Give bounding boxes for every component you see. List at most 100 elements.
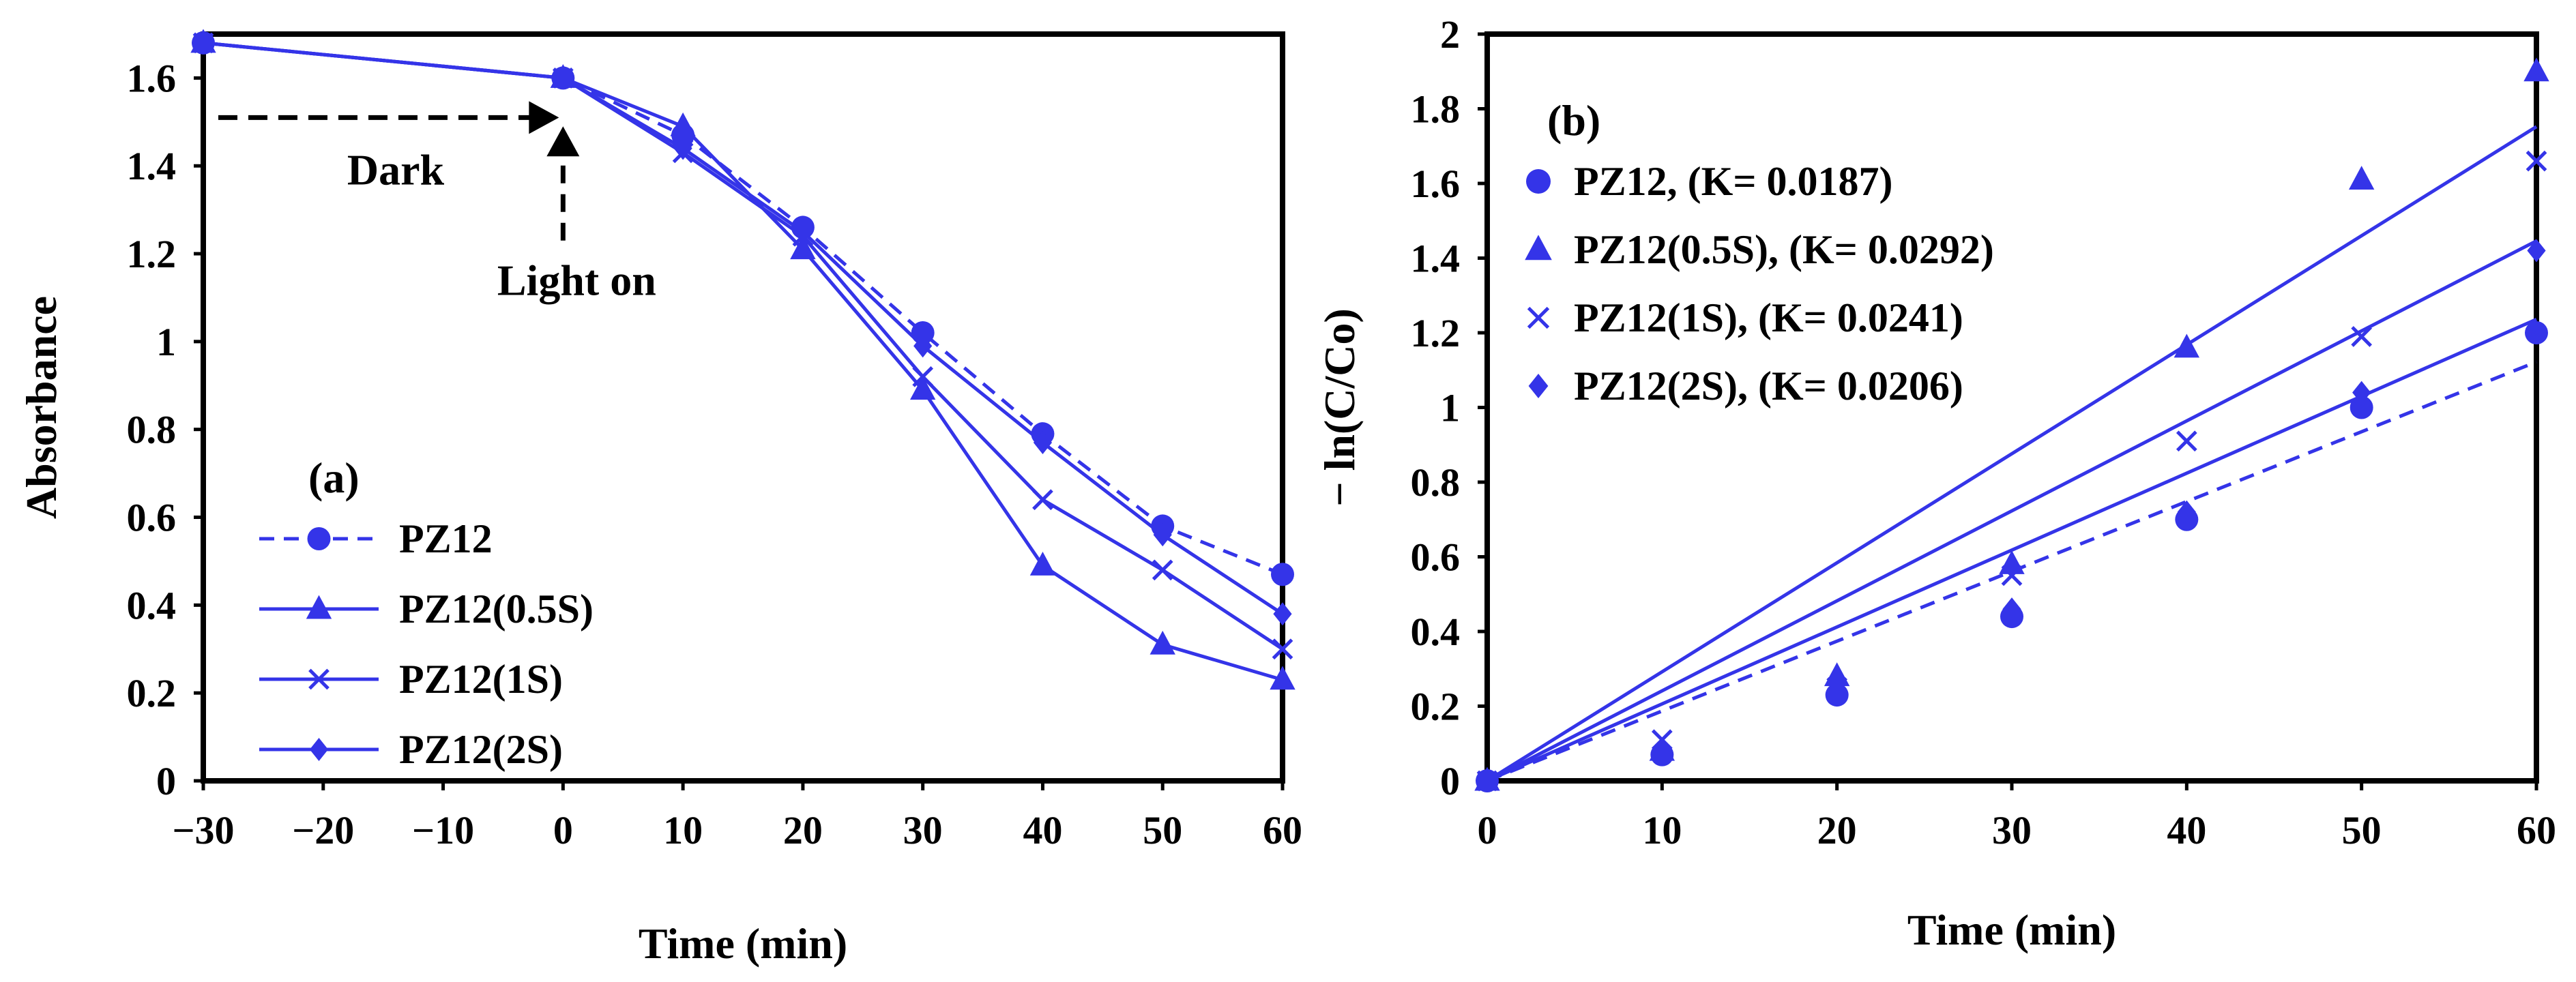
x-tick-label: 50 — [2342, 808, 2382, 852]
y-tick-label: 0.8 — [127, 408, 177, 452]
data-point — [1478, 769, 1497, 792]
panel-b-label: (b) — [1547, 96, 1600, 145]
y-tick-label: 1 — [156, 320, 176, 364]
data-point — [2348, 166, 2375, 190]
panel-b-y-axis-label: − ln(C/Co) — [1315, 308, 1364, 507]
data-point — [912, 366, 934, 387]
panel-a-annotations: Dark Light on — [218, 101, 656, 305]
legend-marker — [1528, 374, 1549, 398]
data-point — [1150, 630, 1175, 655]
data-point — [1152, 559, 1173, 581]
y-tick-label: 0.4 — [1411, 610, 1461, 654]
legend-label: PZ12(1S) — [399, 657, 563, 702]
dark-annotation: Dark — [347, 145, 445, 194]
panel-a-legend: PZ12 PZ12(0.5S) PZ12(1S) PZ12(2S) — [259, 516, 594, 772]
data-point — [1270, 666, 1296, 690]
data-point — [909, 376, 936, 400]
x-tick-label: 40 — [2167, 808, 2206, 852]
data-point — [793, 220, 813, 243]
y-tick-label: 2 — [1440, 12, 1460, 57]
light-on-annotation: Light on — [497, 256, 656, 305]
light-on-arrow-head — [546, 126, 580, 157]
panel-b-series — [1474, 57, 2549, 792]
x-tick-label: −10 — [412, 808, 474, 852]
legend-label: PZ12, (K= 0.0187) — [1574, 159, 1893, 204]
panel-a-series — [190, 29, 1296, 690]
legend-label: PZ12(2S) — [399, 727, 563, 772]
legend-marker — [309, 738, 329, 761]
x-tick-label: 40 — [1023, 808, 1062, 852]
panel-b-x-axis-label: Time (min) — [1907, 906, 2116, 954]
y-tick-label: 0.4 — [127, 583, 177, 627]
data-point — [2002, 597, 2021, 621]
data-point — [1029, 551, 1056, 576]
data-point — [670, 112, 696, 136]
y-tick-label: 0 — [1440, 759, 1460, 803]
data-point — [790, 235, 816, 260]
legend-marker — [306, 595, 332, 619]
y-tick-label: 1 — [1440, 386, 1460, 430]
panel-b-legend: PZ12, (K= 0.0187) PZ12(0.5S), (K= 0.0292)… — [1525, 159, 1994, 408]
x-tick-label: 60 — [1263, 808, 1302, 852]
legend-marker — [1525, 235, 1552, 261]
legend-entry: PZ12(0.5S), (K= 0.0292) — [1525, 227, 1994, 272]
data-point — [553, 66, 572, 90]
legend-marker — [307, 527, 331, 550]
data-point — [2523, 57, 2549, 82]
data-point — [2352, 381, 2371, 404]
panel-b-kinetics-chart: 0 0.2 0.4 0.6 0.8 1 1.2 1.4 1.6 1.8 2 0 10 20 30 40 50 6… — [1315, 12, 2556, 954]
series-line — [203, 41, 1283, 576]
legend-entry: PZ12(2S) — [259, 727, 563, 772]
legend-label: PZ12(0.5S), (K= 0.0292) — [1574, 227, 1994, 272]
legend-entry: PZ12(1S), (K= 0.0241) — [1527, 295, 1963, 340]
data-point — [2351, 326, 2373, 347]
panel-a-label: (a) — [308, 453, 360, 502]
y-tick-label: 1.6 — [1411, 162, 1461, 206]
panel-b-y-axis-ticks: 0 0.2 0.4 0.6 0.8 1 1.2 1.4 1.6 1.8 2 — [1411, 12, 1487, 803]
panel-a-absorbance-chart: 0 0.2 0.4 0.6 0.8 1 1.2 1.4 1.6 −30 −20 −10 0 10 20 30… — [17, 29, 1302, 968]
x-tick-label: 20 — [1817, 808, 1857, 852]
legend-label: PZ12(2S), (K= 0.0206) — [1574, 363, 1963, 408]
panel-a-y-axis-ticks: 0 0.2 0.4 0.6 0.8 1 1.2 1.4 1.6 — [127, 56, 203, 803]
legend-entry: PZ12(2S), (K= 0.0206) — [1528, 363, 1963, 408]
y-tick-label: 1.4 — [1411, 237, 1461, 281]
y-tick-label: 1.2 — [127, 232, 177, 276]
legend-entry: PZ12(1S) — [259, 657, 563, 702]
data-point — [2526, 150, 2547, 172]
dark-arrow-head — [529, 101, 559, 134]
panel-a-plot-frame — [201, 31, 1285, 784]
data-point — [1828, 679, 1847, 703]
x-tick-label: −20 — [292, 808, 354, 852]
data-point — [2174, 333, 2200, 358]
data-point — [2001, 565, 2023, 586]
panel-a-x-axis-label: Time (min) — [639, 919, 847, 968]
data-point — [1273, 602, 1292, 626]
x-tick-label: 0 — [1478, 808, 1497, 852]
panel-a-x-axis-ticks: −30 −20 −10 0 10 20 30 40 50 60 — [172, 781, 1302, 852]
data-point — [2527, 239, 2546, 263]
series-line — [203, 41, 1283, 682]
panel-b-x-axis-ticks: 0 10 20 30 40 50 60 — [1478, 781, 2556, 852]
legend-marker — [1526, 169, 1551, 194]
legend-marker — [1527, 306, 1550, 329]
y-tick-label: 0.2 — [127, 671, 177, 715]
y-tick-label: 0.6 — [127, 496, 177, 540]
data-point — [2350, 396, 2373, 419]
legend-label: PZ12(1S), (K= 0.0241) — [1574, 295, 1963, 340]
series-line — [203, 41, 1284, 616]
data-point — [2176, 430, 2197, 452]
data-point — [1652, 739, 1671, 763]
x-tick-label: 60 — [2517, 808, 2556, 852]
y-tick-label: 1.8 — [1411, 87, 1461, 132]
data-point — [194, 31, 213, 55]
x-tick-label: 50 — [1143, 808, 1182, 852]
data-point — [2525, 321, 2548, 344]
data-point — [1272, 638, 1293, 660]
legend-entry: PZ12(0.5S) — [259, 586, 594, 631]
legend-entry: PZ12 — [259, 516, 493, 561]
data-point — [1033, 431, 1053, 455]
fit-line — [1486, 125, 2538, 783]
x-tick-label: 30 — [1992, 808, 2032, 852]
y-tick-label: 1.4 — [127, 144, 177, 188]
